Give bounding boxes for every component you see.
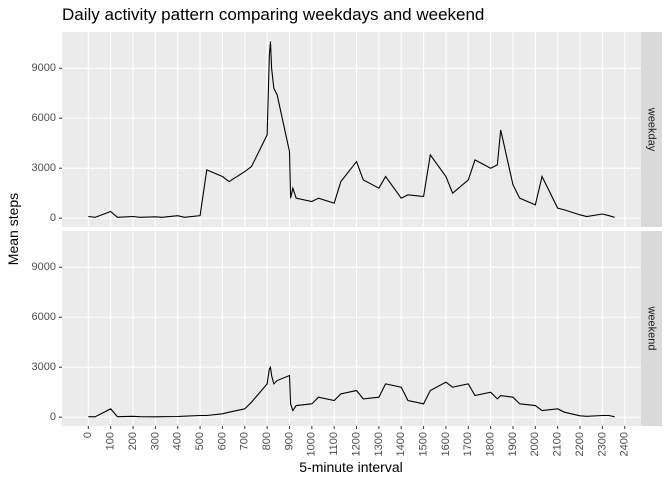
- strip-label: weekend: [646, 305, 658, 350]
- y-tick-label: 9000: [32, 62, 56, 74]
- y-tick-label: 0: [50, 212, 56, 224]
- x-tick-label: 900: [283, 432, 295, 450]
- x-tick-label: 200: [127, 432, 139, 450]
- x-tick-label: 400: [172, 432, 184, 450]
- x-tick-label: 1100: [328, 432, 340, 456]
- x-tick-label: 1500: [417, 432, 429, 456]
- strip-label: weekday: [646, 107, 658, 152]
- y-tick-label: 0: [50, 411, 56, 423]
- x-tick-label: 1000: [306, 432, 318, 456]
- panel-background: [62, 32, 641, 227]
- strip-background: [641, 32, 662, 227]
- x-axis-label: 5-minute interval: [299, 459, 403, 475]
- x-tick-label: 1700: [462, 432, 474, 456]
- strip-background: [641, 231, 662, 426]
- x-tick-label: 2400: [619, 432, 631, 456]
- x-tick-label: 0: [82, 432, 94, 438]
- x-tick-label: 1900: [507, 432, 519, 456]
- chart-title: Daily activity pattern comparing weekday…: [62, 5, 484, 24]
- x-tick-label: 2100: [552, 432, 564, 456]
- x-tick-label: 500: [194, 432, 206, 450]
- x-tick-label: 2000: [529, 432, 541, 456]
- x-tick-label: 1200: [350, 432, 362, 456]
- x-tick-label: 700: [239, 432, 251, 450]
- x-tick-label: 2300: [596, 432, 608, 456]
- y-axis-label: Mean steps: [5, 193, 21, 265]
- y-tick-label: 6000: [32, 112, 56, 124]
- x-tick-label: 100: [105, 432, 117, 450]
- x-tick-label: 300: [149, 432, 161, 450]
- x-tick-label: 1600: [440, 432, 452, 456]
- x-tick-label: 1400: [395, 432, 407, 456]
- y-tick-label: 6000: [32, 311, 56, 323]
- y-tick-label: 3000: [32, 361, 56, 373]
- y-tick-label: 3000: [32, 162, 56, 174]
- y-tick-label: 9000: [32, 261, 56, 273]
- x-tick-label: 1800: [485, 432, 497, 456]
- x-tick-label: 2200: [574, 432, 586, 456]
- panel-background: [62, 231, 641, 426]
- x-tick-label: 1300: [373, 432, 385, 456]
- x-tick-label: 600: [216, 432, 228, 450]
- line: [88, 41, 615, 218]
- x-tick-label: 800: [261, 432, 273, 450]
- line: [88, 365, 615, 418]
